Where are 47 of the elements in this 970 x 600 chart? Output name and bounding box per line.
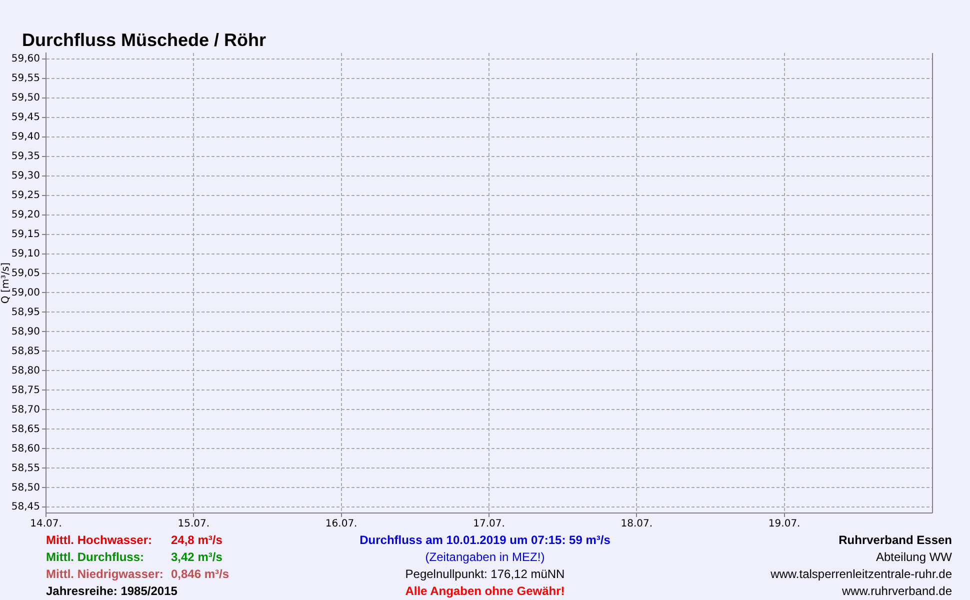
- y-tick-label: 59,00: [11, 287, 40, 298]
- y-tick-label: 58,80: [11, 365, 40, 376]
- text: www.ruhrverband.de: [842, 584, 952, 598]
- y-tick-label: 59,60: [11, 53, 40, 64]
- y-tick-label: 58,70: [11, 404, 40, 416]
- x-tick-label: 18.07.: [620, 518, 653, 530]
- y-tick-label: 59,05: [11, 268, 40, 279]
- y-tick-label: 59,25: [11, 190, 40, 201]
- text: Mittl. Hochwasser:: [46, 533, 152, 547]
- y-tick-label: 58,65: [11, 424, 40, 435]
- x-tick-label: 19.07.: [768, 518, 800, 530]
- text: (Zeitangaben in MEZ!): [425, 550, 545, 564]
- y-tick-label: 58,50: [11, 482, 40, 494]
- text: 24,8 m³/s: [171, 533, 222, 547]
- text: Ruhrverband Essen: [838, 533, 952, 547]
- y-tick-label: 58,95: [11, 306, 40, 318]
- text: 3,42 m³/s: [171, 550, 222, 564]
- y-tick-label: 59,10: [11, 248, 40, 260]
- y-tick-label: 59,30: [11, 170, 40, 182]
- text: Durchfluss am 10.01.2019 um 07:15: 59 m³/s: [360, 533, 610, 547]
- y-tick-label: 59,50: [11, 92, 40, 104]
- text: Mittl. Durchfluss:: [46, 550, 144, 564]
- y-tick-label: 58,85: [11, 346, 40, 357]
- text: Mittl. Niedrigwasser:: [46, 567, 164, 581]
- y-tick-label: 59,40: [11, 131, 40, 142]
- y-tick-label: 58,45: [11, 502, 40, 513]
- text: Jahresreihe: 1985/2015: [46, 584, 178, 598]
- x-tick-label: 14.07.: [30, 518, 62, 530]
- text: 0,846 m³/s: [171, 567, 230, 581]
- text: Abteilung WW: [876, 550, 952, 564]
- text: www.talsperrenleitzentrale-ruhr.de: [770, 567, 952, 581]
- y-axis-title: Q [m³/s]: [0, 262, 12, 304]
- x-tick-label: 15.07.: [178, 518, 210, 530]
- y-tick-label: 58,90: [11, 326, 40, 338]
- y-tick-label: 59,35: [11, 150, 40, 162]
- text: Pegelnullpunkt: 176,12 müNN: [405, 567, 565, 581]
- x-tick-label: 16.07.: [325, 518, 358, 530]
- y-tick-label: 58,60: [11, 443, 40, 454]
- y-tick-label: 59,15: [11, 228, 40, 240]
- y-tick-label: 59,45: [11, 112, 40, 123]
- text: Alle Angaben ohne Gewähr!: [405, 584, 565, 598]
- y-tick-label: 59,20: [11, 209, 40, 220]
- chart-title: Durchfluss Müschede / Röhr: [22, 30, 266, 51]
- y-tick-label: 58,75: [11, 384, 40, 396]
- y-tick-label: 59,55: [11, 72, 40, 84]
- x-tick-label: 17.07.: [473, 518, 505, 530]
- y-tick-label: 58,55: [11, 462, 40, 474]
